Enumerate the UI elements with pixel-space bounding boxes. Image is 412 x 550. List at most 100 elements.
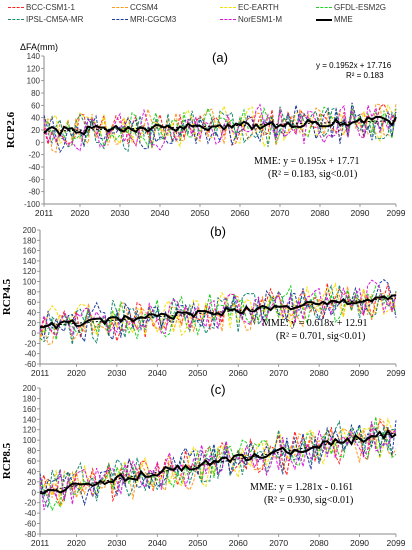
x-tick-label: 2060 xyxy=(231,208,250,218)
mme-statistics: (R² = 0.183, sig<0.01) xyxy=(268,169,357,180)
series-line-gfdl-esm2g xyxy=(39,284,397,340)
legend-label: GFDL-ESM2G xyxy=(334,3,387,12)
y-tick-label: 100 xyxy=(27,77,41,86)
x-tick-label: 2090 xyxy=(350,538,369,548)
y-tick-label: 100 xyxy=(23,436,37,445)
mme-trend-line xyxy=(39,432,397,493)
legend-swatch xyxy=(112,7,128,9)
mme-equation: MME: y = 0.195x + 17.71 xyxy=(254,156,359,167)
y-tick-label: 40 xyxy=(27,467,36,476)
x-tick-label: 2090 xyxy=(350,368,369,378)
y-tick-label: 0 xyxy=(36,138,41,147)
chart-panel-3: -80-60-40-200204060801001201401601802002… xyxy=(1,382,406,548)
legend-label: MRI-CGCM3 xyxy=(130,15,177,24)
panel-label: (c) xyxy=(210,382,225,397)
series-line-ec-earth xyxy=(43,103,397,149)
scenario-label: RCP2.6 xyxy=(5,111,17,148)
x-tick-label: 2050 xyxy=(191,208,210,218)
y-tick-label: 160 xyxy=(23,405,37,414)
x-tick-label: 2011 xyxy=(31,368,50,378)
x-tick-label: 2030 xyxy=(107,368,126,378)
y-tick-label: 20 xyxy=(27,319,36,328)
y-tick-label: 200 xyxy=(23,384,37,393)
y-tick-label: -20 xyxy=(24,339,36,348)
legend-swatch xyxy=(316,18,332,21)
mme-statistics: (R² = 0.930, sig<0.01) xyxy=(264,495,353,506)
series-line-noresm1-m xyxy=(39,421,397,511)
legend-label: MME xyxy=(334,15,353,24)
x-tick-label: 2020 xyxy=(71,208,90,218)
x-tick-label: 2020 xyxy=(67,368,86,378)
series-line-ipsl-cm5a-mr xyxy=(39,419,397,510)
y-axis-title: ΔFA(mm) xyxy=(20,42,58,52)
y-tick-label: -100 xyxy=(24,200,41,209)
y-tick-label: 140 xyxy=(27,52,41,61)
trend-r2: R² = 0.183 xyxy=(346,71,384,80)
legend-label: NorESM1-M xyxy=(238,15,283,24)
y-tick-label: 20 xyxy=(27,478,36,487)
series-line-mme xyxy=(39,294,397,330)
y-tick-label: -80 xyxy=(24,530,36,539)
legend-item-mri-cgcm3: MRI-CGCM3 xyxy=(112,15,176,24)
y-tick-label: 20 xyxy=(31,126,40,135)
x-tick-label: 2040 xyxy=(148,368,167,378)
x-tick-label: 2060 xyxy=(229,538,248,548)
x-tick-label: 2080 xyxy=(310,538,329,548)
legend-item-bcc-csm1-1: BCC-CSM1-1 xyxy=(8,3,75,12)
y-tick-label: 180 xyxy=(23,236,37,245)
legend: BCC-CSM1-1 CCSM4 EC-EARTH GFDL-ESM2G IPSL-CM… xyxy=(0,0,412,28)
x-tick-label: 2090 xyxy=(351,208,370,218)
y-tick-label: 60 xyxy=(31,101,40,110)
legend-swatch xyxy=(220,7,236,9)
y-tick-label: 80 xyxy=(27,447,36,456)
x-tick-label: 2070 xyxy=(269,368,288,378)
y-tick-label: -40 xyxy=(24,350,36,359)
series-line-gfdl-esm2g xyxy=(43,104,397,148)
legend-item-gfdl-esm2g: GFDL-ESM2G xyxy=(316,3,386,12)
y-tick-label: 200 xyxy=(23,226,37,235)
y-tick-label: 140 xyxy=(23,415,37,424)
legend-swatch xyxy=(316,7,332,9)
series-line-mme xyxy=(43,115,397,137)
legend-label: CCSM4 xyxy=(130,3,159,12)
x-tick-label: 2030 xyxy=(111,208,130,218)
mme-trend-line xyxy=(39,297,397,327)
y-tick-label: 140 xyxy=(23,257,37,266)
legend-item-noresm1-m: NorESM1-M xyxy=(220,15,282,24)
y-tick-label: -80 xyxy=(28,188,40,197)
panel-label: (a) xyxy=(212,50,228,65)
y-tick-label: 120 xyxy=(23,426,37,435)
chart-panel-2: -60-40-200204060801001201401601802002011… xyxy=(1,224,406,378)
legend-label: IPSL-CM5A-MR xyxy=(26,15,84,24)
x-tick-label: 2011 xyxy=(31,538,50,548)
x-tick-label: 2030 xyxy=(107,538,126,548)
y-tick-label: -40 xyxy=(24,509,36,518)
x-tick-label: 2040 xyxy=(148,538,167,548)
series-line-ec-earth xyxy=(39,282,397,341)
legend-item-mme: MME xyxy=(316,15,353,24)
y-tick-label: -60 xyxy=(24,520,36,529)
mme-trend-line xyxy=(43,120,397,132)
legend-label: BCC-CSM1-1 xyxy=(26,3,75,12)
x-tick-label: 2070 xyxy=(269,538,288,548)
x-tick-label: 2040 xyxy=(151,208,170,218)
y-tick-label: 0 xyxy=(32,329,37,338)
y-tick-label: 180 xyxy=(23,394,37,403)
legend-item-ec-earth: EC-EARTH xyxy=(220,3,279,12)
legend-swatch xyxy=(220,19,236,21)
y-tick-label: -20 xyxy=(24,499,36,508)
x-tick-label: 2080 xyxy=(311,208,330,218)
series-line-bcc-csm1-1 xyxy=(39,420,397,507)
y-tick-label: 40 xyxy=(27,308,36,317)
y-tick-label: 60 xyxy=(27,298,36,307)
legend-label: EC-EARTH xyxy=(238,3,279,12)
x-tick-label: 2080 xyxy=(310,368,329,378)
legend-item-ccsm4: CCSM4 xyxy=(112,3,158,12)
y-tick-label: 100 xyxy=(23,278,37,287)
legend-swatch xyxy=(8,7,24,9)
y-tick-label: 160 xyxy=(23,247,37,256)
trend-equation: y = 0.1952x + 17.716 xyxy=(316,61,392,70)
x-tick-label: 2060 xyxy=(229,368,248,378)
y-tick-label: -60 xyxy=(28,175,40,184)
